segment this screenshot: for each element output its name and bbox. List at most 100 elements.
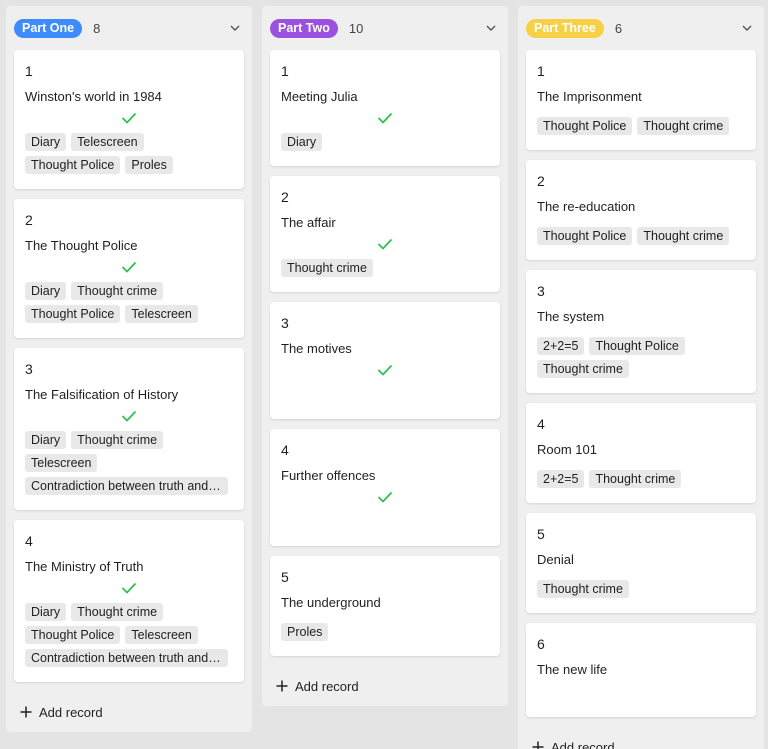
record-count: 6 xyxy=(614,20,623,36)
check-icon xyxy=(281,361,489,379)
record-card[interactable]: 3 The system 2+2=5 Thought Police Though… xyxy=(526,270,756,393)
record-card[interactable]: 5 Denial Thought crime xyxy=(526,513,756,613)
tag: Thought Police xyxy=(537,117,633,135)
tag: Telescreen xyxy=(25,454,98,472)
card-number: 4 xyxy=(25,533,33,549)
card-title: Further offences xyxy=(281,468,376,483)
tag: Thought crime xyxy=(637,117,730,135)
card-number: 2 xyxy=(281,189,289,205)
check-icon xyxy=(281,109,489,127)
tag: Thought crime xyxy=(281,259,373,277)
tag: Proles xyxy=(125,156,173,174)
record-card[interactable]: 4 Further offences xyxy=(270,429,500,546)
chevron-down-icon[interactable] xyxy=(740,21,754,35)
card-number: 3 xyxy=(281,315,289,331)
tag: Diary xyxy=(25,603,67,621)
card-number: 1 xyxy=(281,63,289,79)
card-number: 3 xyxy=(537,283,545,299)
card-number: 1 xyxy=(537,63,545,79)
tag: Thought Police xyxy=(537,227,633,245)
record-card[interactable]: 1 Meeting Julia Diary xyxy=(270,50,500,166)
column-part-one: Part One 8 1 Winston's world in 1984 Dia… xyxy=(6,6,252,732)
card-number: 2 xyxy=(25,212,33,228)
record-card[interactable]: 4 Room 101 2+2=5 Thought crime xyxy=(526,403,756,503)
chevron-down-icon[interactable] xyxy=(484,21,498,35)
tag: Proles xyxy=(281,623,329,641)
tag: 2+2=5 xyxy=(537,337,585,355)
tag: Contradiction between truth and l... xyxy=(25,649,228,667)
check-icon xyxy=(25,109,233,127)
tag: Diary xyxy=(25,133,67,151)
card-number: 5 xyxy=(537,526,545,542)
tag: 2+2=5 xyxy=(537,470,585,488)
add-record-button[interactable]: Add record xyxy=(6,692,252,732)
plus-icon xyxy=(276,680,288,692)
check-icon xyxy=(25,579,233,597)
column-part-two: Part Two 10 1 Meeting Julia Diary 2 The … xyxy=(262,6,508,706)
plus-icon xyxy=(532,741,544,749)
tag: Contradiction between truth and l... xyxy=(25,477,228,495)
check-icon xyxy=(281,488,489,506)
card-number: 6 xyxy=(537,636,545,652)
chevron-down-icon[interactable] xyxy=(228,21,242,35)
tag: Thought Police xyxy=(25,156,121,174)
check-icon xyxy=(25,407,233,425)
add-record-label: Add record xyxy=(39,704,103,720)
plus-icon xyxy=(20,706,32,718)
tag: Diary xyxy=(281,133,323,151)
add-record-button[interactable]: Add record xyxy=(518,727,764,749)
record-card[interactable]: 3 The motives xyxy=(270,302,500,419)
column-header: Part Two 10 xyxy=(262,6,508,50)
add-record-label: Add record xyxy=(551,739,615,749)
column-header: Part Three 6 xyxy=(518,6,764,50)
card-number: 2 xyxy=(537,173,545,189)
column-header: Part One 8 xyxy=(6,6,252,50)
record-card[interactable]: 4 The Ministry of Truth Diary Thought cr… xyxy=(14,520,244,682)
tag: Thought crime xyxy=(637,227,730,245)
card-title: The re-education xyxy=(537,199,636,214)
add-record-button[interactable]: Add record xyxy=(262,666,508,706)
record-card[interactable]: 3 The Falsification of History Diary Tho… xyxy=(14,348,244,510)
record-card[interactable]: 1 Winston's world in 1984 Diary Telescre… xyxy=(14,50,244,189)
tag: Thought crime xyxy=(537,360,629,378)
card-title: The Ministry of Truth xyxy=(25,559,144,574)
card-title: The Imprisonment xyxy=(537,89,642,104)
card-number: 4 xyxy=(537,416,545,432)
add-record-label: Add record xyxy=(295,678,359,694)
card-title: The Thought Police xyxy=(25,238,138,253)
card-title: The Falsification of History xyxy=(25,387,179,402)
tag: Telescreen xyxy=(125,305,198,323)
card-title: The motives xyxy=(281,341,352,356)
column-part-three: Part Three 6 1 The Imprisonment Thought … xyxy=(518,6,764,749)
record-card[interactable]: 1 The Imprisonment Thought Police Though… xyxy=(526,50,756,150)
card-title: Room 101 xyxy=(537,442,597,457)
card-title: The system xyxy=(537,309,605,324)
record-card[interactable]: 2 The affair Thought crime xyxy=(270,176,500,292)
record-card[interactable]: 2 The re-education Thought Police Though… xyxy=(526,160,756,260)
record-card[interactable]: 5 The underground Proles xyxy=(270,556,500,656)
tag: Thought Police xyxy=(589,337,685,355)
check-icon xyxy=(281,235,489,253)
card-number: 3 xyxy=(25,361,33,377)
tag: Thought crime xyxy=(537,580,629,598)
group-pill[interactable]: Part Two xyxy=(270,18,338,38)
tag: Telescreen xyxy=(125,626,198,644)
card-number: 5 xyxy=(281,569,289,585)
group-pill[interactable]: Part One xyxy=(14,18,83,38)
tag: Telescreen xyxy=(71,133,144,151)
record-card[interactable]: 2 The Thought Police Diary Thought crime… xyxy=(14,199,244,338)
record-card[interactable]: 6 The new life xyxy=(526,623,756,717)
tag: Thought Police xyxy=(25,626,121,644)
card-title: Winston's world in 1984 xyxy=(25,89,162,104)
tag: Thought Police xyxy=(25,305,121,323)
card-number: 1 xyxy=(25,63,33,79)
card-title: Denial xyxy=(537,552,574,567)
tag: Thought crime xyxy=(71,431,164,449)
group-pill[interactable]: Part Three xyxy=(526,18,604,38)
card-title: Meeting Julia xyxy=(281,89,358,104)
tag: Diary xyxy=(25,282,67,300)
record-count: 8 xyxy=(93,20,101,36)
check-icon xyxy=(25,258,233,276)
record-count: 10 xyxy=(348,20,364,36)
